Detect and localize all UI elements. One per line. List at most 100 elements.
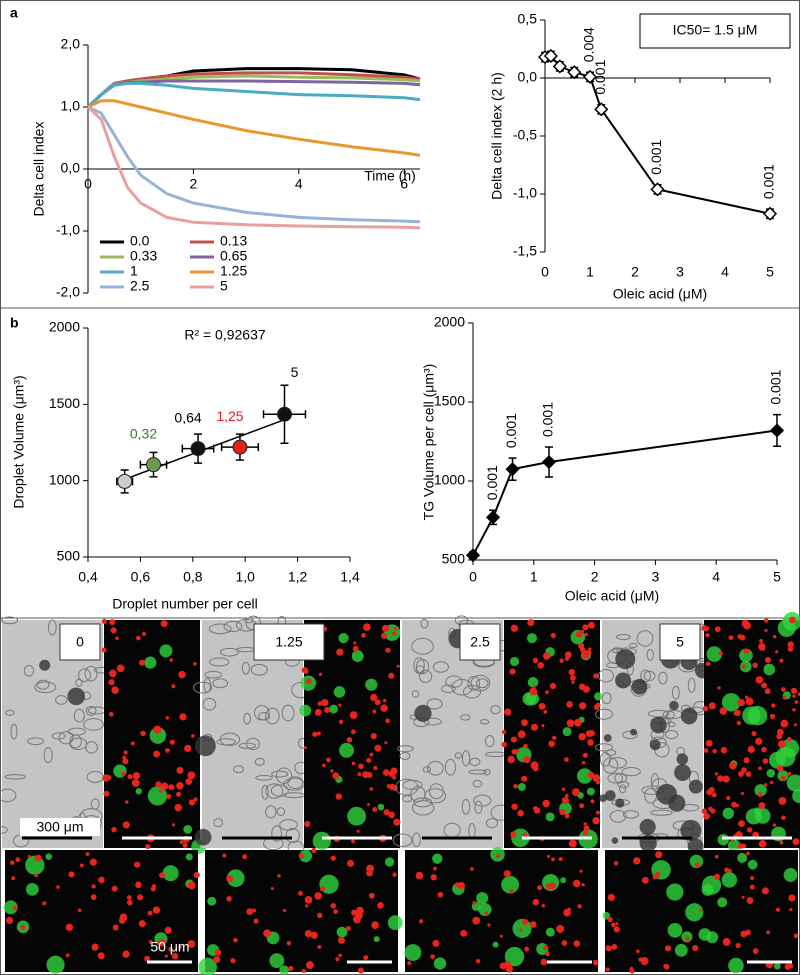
droplet-dot	[233, 937, 238, 943]
micrographs: 0 1.25 2.5 5 300 μm 50 μm	[0, 612, 800, 975]
droplet-dot	[168, 946, 173, 952]
droplet-dot	[321, 699, 329, 707]
droplet-dot	[561, 787, 566, 791]
droplet-dot	[165, 716, 170, 720]
cell-shape	[212, 678, 229, 689]
droplet-dot	[322, 763, 326, 768]
droplet-dot	[548, 740, 555, 748]
cell-shape	[5, 709, 15, 716]
droplet-dot	[745, 697, 754, 706]
droplet-dot	[433, 866, 437, 871]
cell-shape	[254, 757, 265, 766]
x-tick-label: 4	[721, 264, 729, 280]
droplet-dot	[226, 896, 232, 902]
droplet-dot	[728, 869, 732, 873]
droplet-dot	[383, 809, 390, 816]
dark-cell	[615, 798, 625, 808]
cell-shape	[209, 657, 230, 667]
point-label: 5	[291, 364, 299, 380]
droplet-dot	[242, 854, 248, 860]
droplet-dot	[144, 955, 151, 962]
droplet-dot	[176, 766, 184, 774]
droplet-dot	[357, 772, 362, 777]
cell-shape	[412, 800, 435, 816]
droplet-dot	[781, 815, 786, 820]
droplet-dot	[570, 674, 576, 681]
cell-shape	[472, 780, 483, 788]
cell-dot	[299, 849, 313, 863]
droplet-dot	[330, 902, 336, 909]
droplet-dot	[593, 673, 599, 679]
droplet-dot	[407, 961, 412, 966]
cell-shape	[410, 786, 426, 803]
droplet-dot	[564, 911, 569, 915]
x-tick-label: 1	[530, 569, 538, 585]
y-tick-label: -1,0	[56, 222, 80, 238]
concentration-box	[253, 623, 325, 661]
droplet-dot	[27, 854, 31, 858]
cell-shape	[483, 768, 491, 776]
data-point	[650, 182, 665, 197]
concentration-label: 5	[676, 634, 684, 650]
droplet-dot	[579, 702, 587, 710]
cell-shape	[202, 697, 217, 711]
droplet-dot	[532, 765, 539, 772]
droplet-dot	[366, 757, 372, 763]
p-value-label: 0.001	[768, 369, 784, 404]
droplet-dot	[708, 786, 715, 793]
cell-shape	[397, 745, 414, 753]
cell-shape	[616, 634, 631, 641]
x-tick-label: 6	[400, 176, 408, 192]
droplet-dot	[9, 860, 15, 865]
cell-shape	[67, 727, 86, 736]
cell-dot	[721, 872, 738, 888]
droplet-dot	[758, 643, 766, 651]
droplet-dot	[564, 794, 569, 798]
droplet-dot	[509, 889, 514, 894]
droplet-dot	[740, 930, 748, 938]
droplet-dot	[160, 620, 168, 628]
cell-dot	[560, 877, 567, 884]
cell-dot	[3, 900, 18, 915]
droplet-dot	[564, 757, 569, 762]
droplet-dot	[741, 767, 747, 773]
y-tick-label: -2,0	[56, 284, 80, 300]
droplet-dot	[752, 662, 758, 669]
dark-cell	[676, 753, 689, 765]
droplet-dot	[253, 918, 259, 924]
cell-shape	[43, 747, 53, 764]
droplet-dot	[746, 897, 754, 904]
data-point	[594, 102, 609, 117]
cell-shape	[426, 698, 443, 710]
droplet-dot	[743, 648, 750, 654]
droplet-dot	[297, 890, 303, 896]
cell-shape	[671, 685, 680, 700]
droplet-dot	[91, 884, 96, 889]
droplet-dot	[386, 784, 391, 789]
x-tick-label: 3	[676, 264, 684, 280]
cell-shape	[208, 623, 232, 635]
droplet-dot	[187, 940, 196, 948]
droplet-dot	[382, 769, 390, 776]
droplet-dot	[501, 729, 507, 735]
droplet-dot	[226, 875, 234, 883]
droplet-dot	[789, 616, 796, 624]
dark-cell	[680, 707, 698, 725]
droplet-dot	[776, 733, 783, 740]
data-point	[505, 462, 520, 477]
droplet-dot	[472, 916, 481, 925]
droplet-dot	[152, 906, 161, 914]
droplet-dot	[761, 746, 767, 753]
droplet-dot	[148, 939, 153, 945]
cell-dot	[373, 936, 380, 943]
droplet-dot	[11, 876, 16, 881]
dark-cell	[603, 734, 612, 742]
panel-label: a	[10, 5, 18, 21]
cell-shape	[23, 664, 35, 677]
droplet-dot	[193, 871, 200, 879]
cell-dot	[526, 633, 537, 644]
x-tick-label: 4	[712, 569, 720, 585]
droplet-dot	[542, 799, 550, 808]
cell-dot	[783, 868, 798, 882]
y-tick-label: -0,5	[513, 127, 537, 143]
